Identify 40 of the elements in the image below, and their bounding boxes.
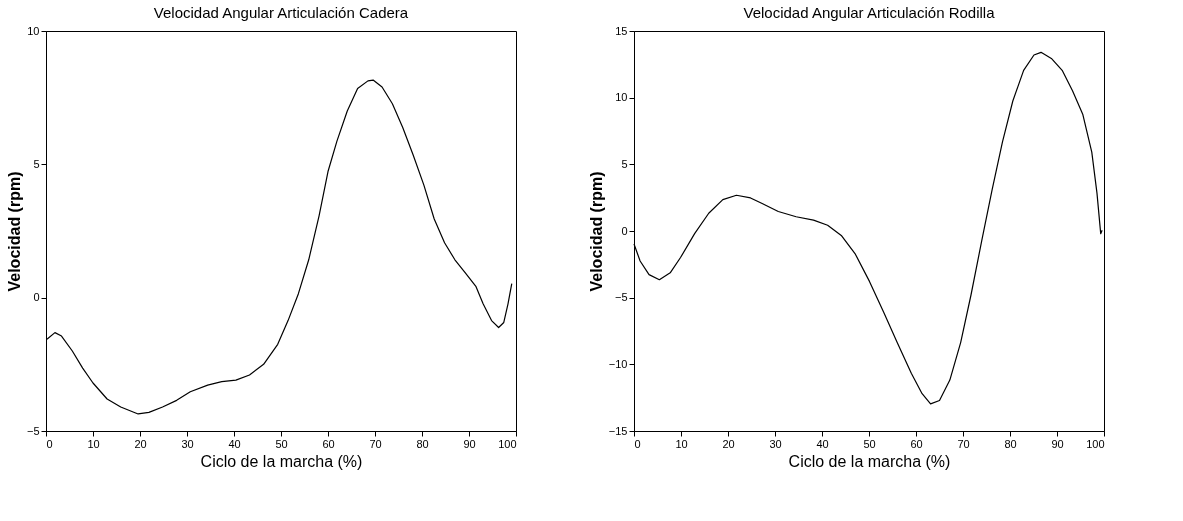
x-tick-label: 30: [769, 437, 782, 450]
x-tick-label: 50: [863, 437, 876, 450]
x-tick-label: 0: [634, 437, 641, 450]
chart-title: Velocidad Angular Articulación Rodilla: [743, 4, 996, 21]
x-tick-label: 20: [722, 437, 735, 450]
y-tick-label: −5: [26, 424, 40, 437]
x-tick-label: 100: [498, 437, 517, 450]
x-tick-label: 40: [228, 437, 241, 450]
x-tick-label: 90: [463, 437, 476, 450]
y-tick-label: 10: [615, 91, 628, 104]
x-tick-label: 70: [957, 437, 970, 450]
x-tick-label: 10: [675, 437, 688, 450]
x-tick-label: 50: [275, 437, 288, 450]
x-axis-title: Ciclo de la marcha (%): [788, 452, 951, 470]
x-tick-label: 90: [1051, 437, 1064, 450]
y-tick-label: −15: [608, 424, 628, 437]
y-tick-label: 10: [27, 24, 40, 37]
x-tick-label: 10: [87, 437, 100, 450]
x-tick-label: 80: [416, 437, 429, 450]
y-tick-label: 5: [33, 157, 40, 170]
y-tick-label: −5: [614, 291, 628, 304]
y-axis-title: Velocidad (rpm): [5, 171, 23, 292]
y-tick-label: 0: [33, 291, 40, 304]
x-tick-label: 70: [369, 437, 382, 450]
y-tick-label: 5: [621, 157, 628, 170]
x-tick-label: 60: [322, 437, 335, 450]
x-tick-label: 30: [181, 437, 194, 450]
y-tick-label: 0: [621, 224, 628, 237]
x-tick-label: 100: [1086, 437, 1105, 450]
line-series: [46, 79, 513, 415]
x-tick-label: 80: [1004, 437, 1017, 450]
x-tick-label: 40: [816, 437, 829, 450]
y-axis-title: Velocidad (rpm): [587, 171, 605, 292]
y-tick-label: −10: [608, 357, 628, 370]
y-tick-label: 15: [615, 24, 628, 37]
chart-title: Velocidad Angular Articulación Cadera: [153, 4, 409, 21]
x-tick-label: 20: [134, 437, 147, 450]
x-tick-label: 60: [910, 437, 923, 450]
x-tick-label: 0: [46, 437, 53, 450]
x-axis-title: Ciclo de la marcha (%): [200, 452, 363, 470]
